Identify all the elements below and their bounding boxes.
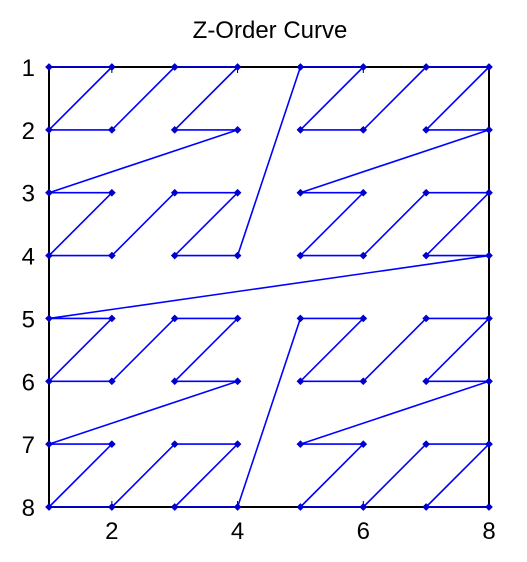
- curve-point-marker: [485, 252, 492, 259]
- curve-point-marker: [485, 503, 492, 510]
- curve-point-marker: [234, 503, 241, 510]
- y-tick-label: 2: [22, 118, 35, 145]
- curve-point-marker: [297, 441, 304, 448]
- x-tick-label: 8: [482, 518, 495, 545]
- y-tick-label: 1: [22, 55, 35, 82]
- curve-point-marker: [485, 126, 492, 133]
- curve-point-marker: [234, 126, 241, 133]
- chart-title: Z-Order Curve: [193, 17, 348, 44]
- x-tick-label: 2: [105, 518, 118, 545]
- y-tick-label: 7: [22, 432, 35, 459]
- curve-point-marker: [234, 252, 241, 259]
- y-tick-label: 3: [22, 181, 35, 208]
- curve-point-marker: [485, 378, 492, 385]
- y-tick-label: 6: [22, 369, 35, 396]
- y-tick-label: 5: [22, 306, 35, 333]
- curve-point-marker: [297, 189, 304, 196]
- y-tick-label: 8: [22, 495, 35, 522]
- y-tick-label: 4: [22, 244, 35, 271]
- curve-point-marker: [45, 63, 52, 70]
- curve-point-marker: [234, 378, 241, 385]
- x-axis: 2 4 6 8: [105, 67, 496, 545]
- curve-point-marker: [297, 63, 304, 70]
- z-order-curve-line: [49, 67, 489, 507]
- x-tick-label: 6: [357, 518, 370, 545]
- curve-point-marker: [297, 315, 304, 322]
- curve-point-marker: [45, 189, 52, 196]
- x-tick-label: 4: [231, 518, 244, 545]
- curve-point-marker: [45, 315, 52, 322]
- curve-point-marker: [45, 441, 52, 448]
